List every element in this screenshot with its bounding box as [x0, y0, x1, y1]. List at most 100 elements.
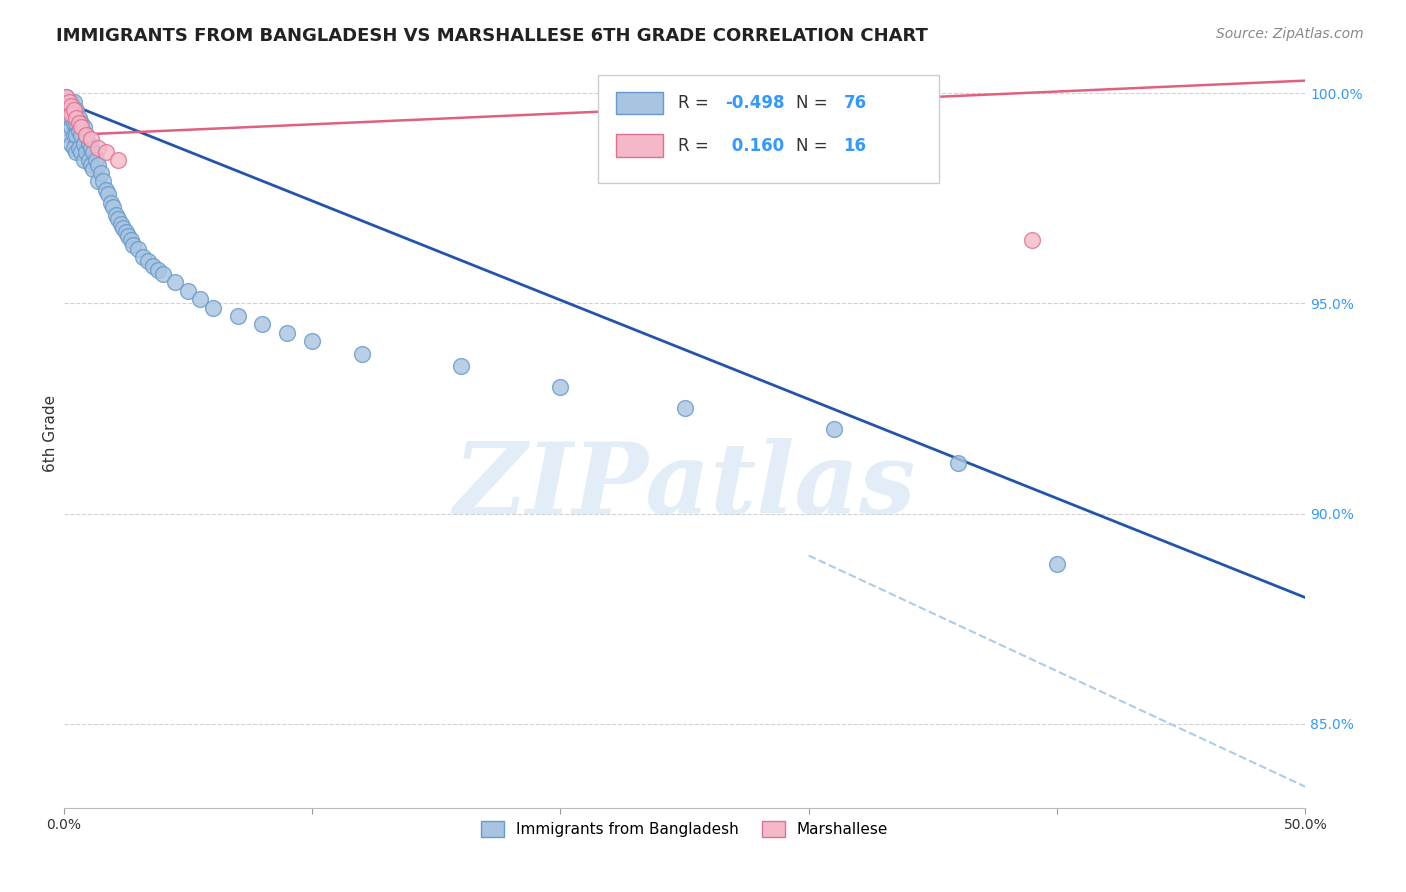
Point [70, 115, 93, 129]
Text: ZIPatlas: ZIPatlas [453, 438, 915, 534]
Point [107, 212, 129, 227]
Point [67, 115, 90, 129]
Text: R =: R = [678, 136, 714, 154]
Point [276, 326, 298, 340]
Point [65, 112, 87, 126]
Point [65, 115, 87, 129]
Point [65, 103, 87, 117]
Point [146, 262, 169, 277]
Point [87, 141, 110, 155]
Point [67, 124, 90, 138]
Text: Source: ZipAtlas.com: Source: ZipAtlas.com [1216, 27, 1364, 41]
Point [127, 242, 149, 256]
Point [62, 115, 84, 129]
Point [350, 347, 373, 361]
Point [80, 132, 103, 146]
Point [75, 145, 97, 159]
Point [94, 145, 117, 159]
Point [62, 128, 84, 143]
Point [177, 284, 200, 298]
Point [152, 267, 174, 281]
FancyBboxPatch shape [616, 135, 664, 157]
Point [58, 95, 80, 109]
Point [60, 120, 83, 134]
Point [132, 250, 155, 264]
Point [107, 153, 129, 168]
Point [60, 107, 83, 121]
Point [823, 422, 845, 436]
FancyBboxPatch shape [616, 92, 664, 114]
Point [122, 237, 145, 252]
Point [77, 153, 100, 168]
Point [673, 401, 696, 416]
Point [80, 141, 103, 155]
Point [55, 99, 77, 113]
Point [87, 174, 110, 188]
Point [72, 136, 94, 151]
Point [55, 99, 77, 113]
Point [55, 90, 77, 104]
Text: 0.160: 0.160 [725, 136, 783, 154]
Point [226, 309, 249, 323]
Point [60, 136, 83, 151]
Point [65, 145, 87, 159]
Point [100, 195, 122, 210]
Point [80, 158, 103, 172]
Text: N =: N = [796, 94, 834, 112]
Point [60, 95, 83, 109]
Text: 76: 76 [844, 94, 866, 112]
Point [114, 225, 136, 239]
Point [550, 380, 572, 394]
Point [75, 128, 97, 143]
Point [90, 166, 112, 180]
Point [58, 128, 80, 143]
Point [165, 276, 187, 290]
Point [55, 90, 77, 104]
Point [142, 259, 165, 273]
Text: N =: N = [796, 136, 834, 154]
Point [62, 103, 84, 117]
Point [93, 174, 115, 188]
Point [188, 292, 211, 306]
Point [450, 359, 472, 374]
Point [946, 456, 969, 470]
Point [1021, 233, 1043, 247]
Point [94, 183, 117, 197]
Point [301, 334, 323, 349]
FancyBboxPatch shape [598, 75, 939, 183]
Point [77, 136, 100, 151]
Point [70, 120, 93, 134]
Point [97, 187, 120, 202]
Point [62, 103, 84, 117]
Point [70, 128, 93, 143]
Text: -0.498: -0.498 [725, 94, 785, 112]
Point [117, 229, 139, 244]
Point [87, 158, 110, 172]
Point [58, 112, 80, 126]
Point [72, 120, 94, 134]
Text: R =: R = [678, 94, 714, 112]
Point [58, 103, 80, 117]
Point [58, 103, 80, 117]
Legend: Immigrants from Bangladesh, Marshallese: Immigrants from Bangladesh, Marshallese [474, 814, 896, 845]
Point [60, 103, 83, 117]
Point [252, 318, 274, 332]
Point [65, 128, 87, 143]
Point [120, 233, 142, 247]
Point [82, 161, 104, 176]
Point [84, 153, 107, 168]
Point [112, 220, 135, 235]
Point [75, 128, 97, 143]
Point [110, 217, 132, 231]
Point [70, 145, 93, 159]
Text: 16: 16 [844, 136, 866, 154]
Point [82, 145, 104, 159]
Point [201, 301, 224, 315]
Point [60, 112, 83, 126]
Point [62, 141, 84, 155]
Point [1046, 557, 1069, 571]
Point [67, 141, 90, 155]
Point [58, 95, 80, 109]
Point [60, 99, 83, 113]
Point [72, 153, 94, 168]
